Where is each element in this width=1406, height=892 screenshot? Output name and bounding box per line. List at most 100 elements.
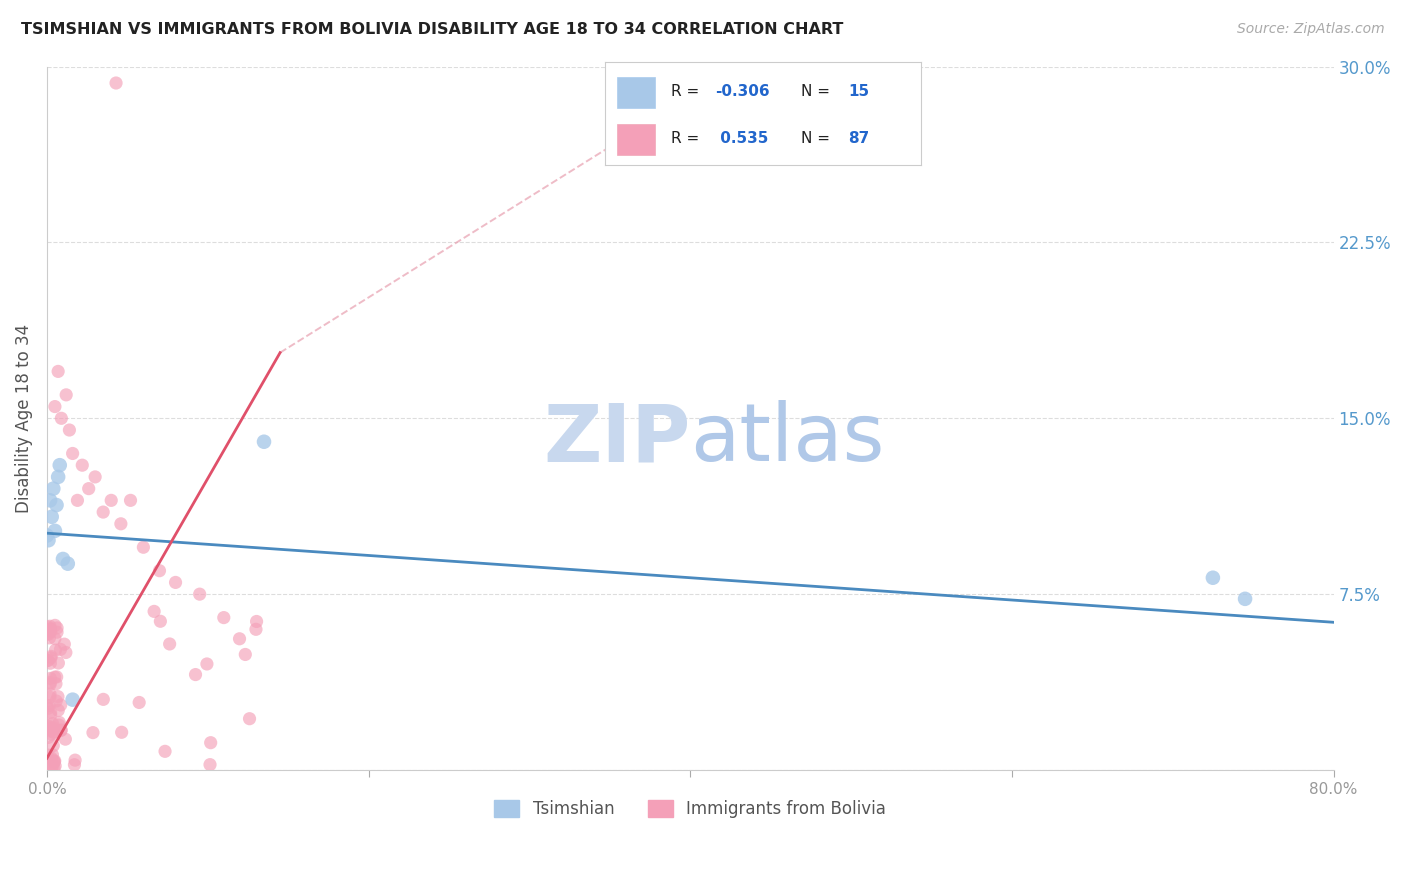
Point <box>46 690 69 704</box>
Point <box>41 723 63 738</box>
Point <box>58 423 80 437</box>
Point <box>35 528 58 542</box>
Point <box>42 482 65 496</box>
Point <box>148 564 170 578</box>
Point <box>212 610 235 624</box>
Point <box>143 604 166 618</box>
Point <box>46 470 69 484</box>
Point <box>39 624 62 639</box>
Point <box>37 722 59 736</box>
Point <box>44 400 66 414</box>
Point <box>45 694 67 708</box>
Point <box>44 754 66 768</box>
Point <box>105 76 128 90</box>
Point <box>51 411 73 425</box>
Legend: Tsimshian, Immigrants from Bolivia: Tsimshian, Immigrants from Bolivia <box>488 794 893 825</box>
Point <box>1234 591 1257 606</box>
Point <box>55 388 77 402</box>
Point <box>62 446 84 460</box>
Y-axis label: Disability Age 18 to 34: Disability Age 18 to 34 <box>15 324 32 513</box>
Point <box>35 698 58 713</box>
Point <box>42 721 65 735</box>
Point <box>84 470 107 484</box>
Point <box>159 637 181 651</box>
Point <box>91 692 114 706</box>
Point <box>55 645 77 659</box>
Point <box>42 725 65 739</box>
Point <box>42 725 65 739</box>
Point <box>39 672 62 686</box>
Point <box>198 757 221 772</box>
Point <box>38 631 60 645</box>
Point <box>44 759 66 773</box>
Point <box>1202 571 1225 585</box>
Point <box>37 653 59 667</box>
Text: 0.535: 0.535 <box>716 131 769 146</box>
Point <box>39 657 62 671</box>
Point <box>46 703 69 717</box>
Text: N =: N = <box>801 131 835 146</box>
Point <box>39 720 62 734</box>
Point <box>45 677 67 691</box>
Point <box>41 758 63 772</box>
Point <box>39 493 62 508</box>
Point <box>41 761 63 775</box>
Point <box>39 649 62 664</box>
Text: N =: N = <box>801 84 835 99</box>
Point <box>82 725 104 739</box>
Point <box>39 708 62 723</box>
Text: Source: ZipAtlas.com: Source: ZipAtlas.com <box>1237 22 1385 37</box>
Text: R =: R = <box>671 131 704 146</box>
Point <box>188 587 211 601</box>
Point <box>53 637 76 651</box>
FancyBboxPatch shape <box>617 77 655 108</box>
Text: atlas: atlas <box>690 401 884 478</box>
Text: 87: 87 <box>848 131 869 146</box>
Point <box>128 696 150 710</box>
Point <box>42 739 65 753</box>
Point <box>39 751 62 765</box>
Point <box>37 731 59 745</box>
Point <box>37 701 59 715</box>
Point <box>39 690 62 705</box>
FancyBboxPatch shape <box>617 124 655 155</box>
Point <box>228 632 250 646</box>
Point <box>120 493 142 508</box>
Point <box>238 712 260 726</box>
Point <box>41 509 63 524</box>
Text: -0.306: -0.306 <box>716 84 770 99</box>
Point <box>44 643 66 657</box>
Point <box>44 632 66 646</box>
Point <box>38 698 60 713</box>
Point <box>91 505 114 519</box>
Point <box>48 656 70 670</box>
Point <box>253 434 276 449</box>
Point <box>39 650 62 665</box>
Point <box>46 625 69 640</box>
Point <box>41 747 63 762</box>
Point <box>233 648 256 662</box>
Point <box>132 541 155 555</box>
Point <box>39 619 62 633</box>
Point <box>39 677 62 691</box>
Point <box>42 761 65 775</box>
Point <box>49 458 72 473</box>
Point <box>49 723 72 737</box>
Point <box>48 715 70 730</box>
Point <box>200 736 222 750</box>
Point <box>45 670 67 684</box>
Point <box>39 706 62 720</box>
Point <box>149 614 172 628</box>
Point <box>56 557 79 571</box>
Point <box>44 755 66 769</box>
Point <box>37 533 59 548</box>
Point <box>45 498 67 512</box>
Point <box>39 675 62 690</box>
Point <box>63 757 86 772</box>
Point <box>38 627 60 641</box>
Point <box>37 620 59 634</box>
Point <box>195 657 218 671</box>
Point <box>245 623 267 637</box>
Point <box>37 653 59 667</box>
Point <box>49 723 72 738</box>
